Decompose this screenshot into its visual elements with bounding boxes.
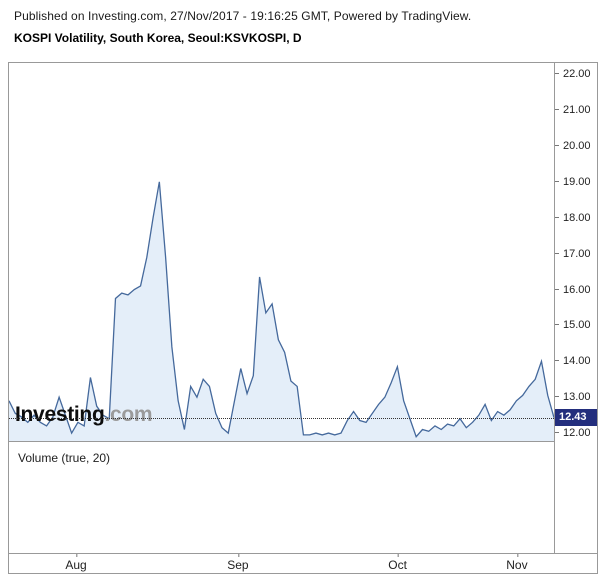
price-scale-tick: 13.00 bbox=[555, 391, 597, 403]
time-axis-label: Aug bbox=[65, 554, 87, 572]
time-axis[interactable]: Aug Sep Oct Nov bbox=[9, 553, 597, 573]
time-axis-label: Sep bbox=[227, 554, 249, 572]
price-scale-tick: 16.00 bbox=[555, 284, 597, 296]
price-scale-tick: 18.00 bbox=[555, 212, 597, 224]
chart-frame: Investing.com Volume (true, 20) 12.43 22… bbox=[8, 62, 598, 574]
symbol-title: KOSPI Volatility, South Korea, Seoul:KSV… bbox=[14, 31, 302, 45]
volume-pane[interactable]: Volume (true, 20) bbox=[9, 441, 554, 553]
price-scale-tick: 19.00 bbox=[555, 176, 597, 188]
price-scale-tick: 17.00 bbox=[555, 248, 597, 260]
price-line-series bbox=[9, 181, 554, 438]
area-chart bbox=[9, 181, 554, 441]
volume-indicator-label: Volume (true, 20) bbox=[18, 451, 111, 465]
last-price-line bbox=[9, 417, 554, 419]
published-line: Published on Investing.com, 27/Nov/2017 … bbox=[14, 9, 472, 23]
watermark-brand: Investing bbox=[15, 403, 105, 426]
price-scale[interactable]: 12.43 22.00 21.00 20.00 19.00 18.00 17.00 16.0… bbox=[554, 63, 597, 553]
price-pane[interactable]: Investing.com bbox=[9, 63, 554, 441]
investing-logo-watermark: Investing.com bbox=[15, 403, 153, 427]
price-scale-tick: 20.00 bbox=[555, 140, 597, 152]
price-scale-tick: 22.00 bbox=[555, 68, 597, 80]
watermark-suffix: .com bbox=[104, 403, 153, 426]
price-scale-tick: 21.00 bbox=[555, 104, 597, 116]
header: Published on Investing.com, 27/Nov/2017 … bbox=[0, 0, 600, 45]
price-scale-tick: 15.00 bbox=[555, 319, 597, 331]
time-axis-label: Nov bbox=[506, 554, 528, 572]
time-axis-track: Aug Sep Oct Nov bbox=[9, 554, 554, 573]
chart-body: Investing.com Volume (true, 20) 12.43 22… bbox=[9, 63, 597, 553]
price-scale-tick: 14.00 bbox=[555, 355, 597, 367]
time-axis-label: Oct bbox=[388, 554, 407, 572]
last-price-badge: 12.43 bbox=[555, 409, 597, 427]
price-scale-tick: 12.00 bbox=[555, 427, 597, 439]
panes-column: Investing.com Volume (true, 20) bbox=[9, 63, 554, 553]
area-fill bbox=[9, 181, 554, 441]
